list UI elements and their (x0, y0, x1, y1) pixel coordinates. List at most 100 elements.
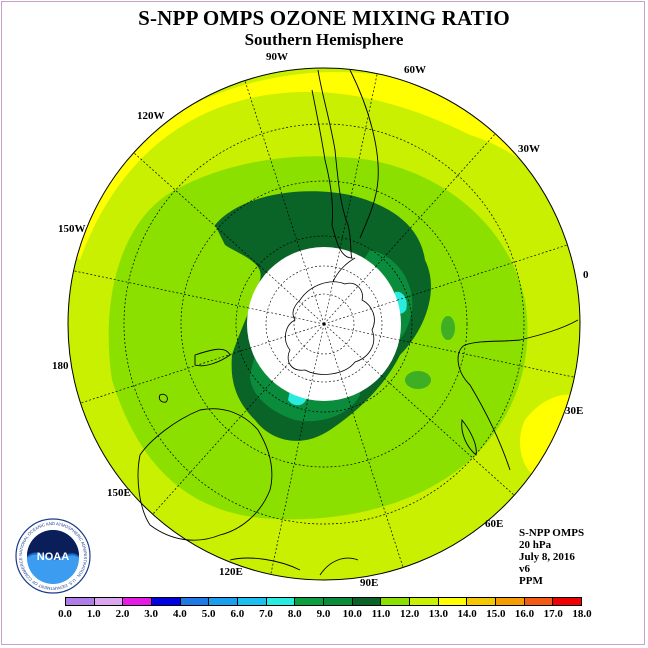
polar-graticule (265, 265, 383, 383)
colorbar-segment (496, 598, 525, 605)
polar-meridian-line (323, 299, 398, 325)
meridian-line (152, 380, 273, 515)
meridian-line (270, 399, 309, 575)
logo-text: NOAA (37, 551, 69, 563)
field-level-12-north (68, 71, 575, 261)
info-units: PPM (519, 575, 543, 587)
polar-meridian-line (248, 307, 325, 325)
antarctica-coastline (285, 281, 375, 375)
colorbar-segment (324, 598, 353, 605)
graticule (123, 123, 525, 525)
colorbar-tick-label: 3.0 (144, 608, 159, 620)
colorbar-segment (66, 598, 95, 605)
map-boundary (67, 67, 581, 581)
tasmania (158, 393, 168, 403)
polar-meridians (248, 248, 400, 400)
meridian-line (73, 270, 249, 309)
new-zealand (194, 348, 231, 367)
polar-meridian-line (307, 323, 325, 400)
meridian-line (244, 80, 301, 251)
meridian-line (80, 347, 251, 404)
colorbar-segment (238, 598, 267, 605)
meridian-line (347, 397, 404, 568)
meridian-line (380, 375, 515, 496)
colorbar-segment (438, 598, 468, 605)
colorbar-tick-label: 17.0 (543, 608, 563, 620)
colorbar-tick-label: 11.0 (371, 608, 391, 620)
lon-label-120e: 120E (219, 566, 243, 578)
lon-label-30e: 30E (565, 405, 584, 417)
colorbar-segment (123, 598, 153, 605)
noaa-logo: NOAA NATIONAL OCEANIC AND ATMOSPHERIC AD… (15, 518, 91, 594)
colorbar-segment (209, 598, 239, 605)
colorbar-segment (381, 598, 411, 605)
field-blob-a (405, 371, 431, 389)
lon-label-150w: 150W (58, 223, 86, 235)
meridian-line (375, 133, 496, 268)
indonesia-islands (229, 557, 359, 576)
colorbar-tick-label: 9.0 (316, 608, 331, 620)
latitude-circle-45s (180, 180, 468, 468)
colorbar-tick-label: 7.0 (259, 608, 273, 620)
polar-meridian-line (299, 250, 325, 325)
meridian-line (397, 244, 568, 301)
colorbar-tick-label: 2.0 (115, 608, 130, 620)
polar-meridian-line (266, 272, 325, 325)
lon-label-120w: 120W (137, 110, 165, 122)
colorbar-tick-label: 14.0 (457, 608, 477, 620)
madagascar (461, 418, 477, 456)
info-version: v6 (519, 563, 530, 575)
lon-label-0: 0 (583, 269, 589, 281)
colorbar-tick-label: 13.0 (428, 608, 448, 620)
field-blob-b (441, 316, 455, 340)
colorbar-tick-label: 4.0 (173, 608, 187, 620)
colorbar-ticks: 0.0 1.0 2.0 3.0 4.0 5.0 6.0 7.0 8.0 9.0 10.0 11.0 12… (0, 608, 648, 622)
field-blob-c (470, 249, 482, 267)
latitude-circle-60s (235, 235, 413, 413)
meridian-line (133, 152, 268, 273)
colorbar (65, 597, 582, 606)
antarctic-peninsula (332, 257, 356, 283)
info-level: 20 hPa (519, 539, 552, 551)
lon-label-60e: 60E (485, 518, 504, 530)
colorbar-tick-label: 5.0 (201, 608, 216, 620)
colorbar-tick-label: 10.0 (342, 608, 362, 620)
colorbar-segment (524, 598, 554, 605)
colorbar-segment (467, 598, 497, 605)
colorbar-tick-label: 8.0 (287, 608, 302, 620)
polar-meridian-line (323, 266, 376, 325)
lon-label-30w: 30W (518, 143, 540, 155)
lon-label-90e: 90E (360, 577, 379, 589)
colorbar-segment (352, 598, 382, 605)
meridian-line (399, 339, 575, 378)
south-america-west (349, 69, 379, 239)
polar-meridian-line (323, 323, 400, 341)
lon-label-90w: 90W (266, 51, 288, 63)
colorbar-tick-label: 1.0 (86, 608, 101, 620)
australia-coastline (137, 408, 273, 541)
colorbar-segment (553, 598, 582, 605)
colorbar-tick-label: 15.0 (486, 608, 506, 620)
africa-coastline (457, 319, 579, 471)
colorbar-segment (180, 598, 210, 605)
info-block: S-NPP OMPS 20 hPa July 8, 2016 v6 PPM (519, 527, 584, 587)
polar-meridian-line (323, 248, 341, 325)
polar-meridian-line (323, 323, 382, 376)
colorbar-segment (266, 598, 296, 605)
map-subtitle: Southern Hemisphere (244, 30, 404, 49)
lon-label-180: 180 (52, 360, 69, 372)
colorbar-tick-label: 16.0 (514, 608, 535, 620)
colorbar-segment (295, 598, 325, 605)
colorbar-tick-label: 6.0 (230, 608, 245, 620)
colorbar-tick-label: 12.0 (400, 608, 420, 620)
colorbar-segment (410, 598, 439, 605)
polar-meridian-line (272, 323, 325, 382)
colorbar-tick-label: 18.0 (572, 608, 592, 620)
map-title: S-NPP OMPS OZONE MIXING RATIO (138, 6, 510, 30)
polar-meridian-line (323, 323, 349, 398)
lon-label-150e: 150E (107, 487, 131, 499)
info-instrument: S-NPP OMPS (519, 527, 585, 539)
polar-meridian-line (250, 323, 325, 349)
info-date: July 8, 2016 (519, 551, 575, 563)
